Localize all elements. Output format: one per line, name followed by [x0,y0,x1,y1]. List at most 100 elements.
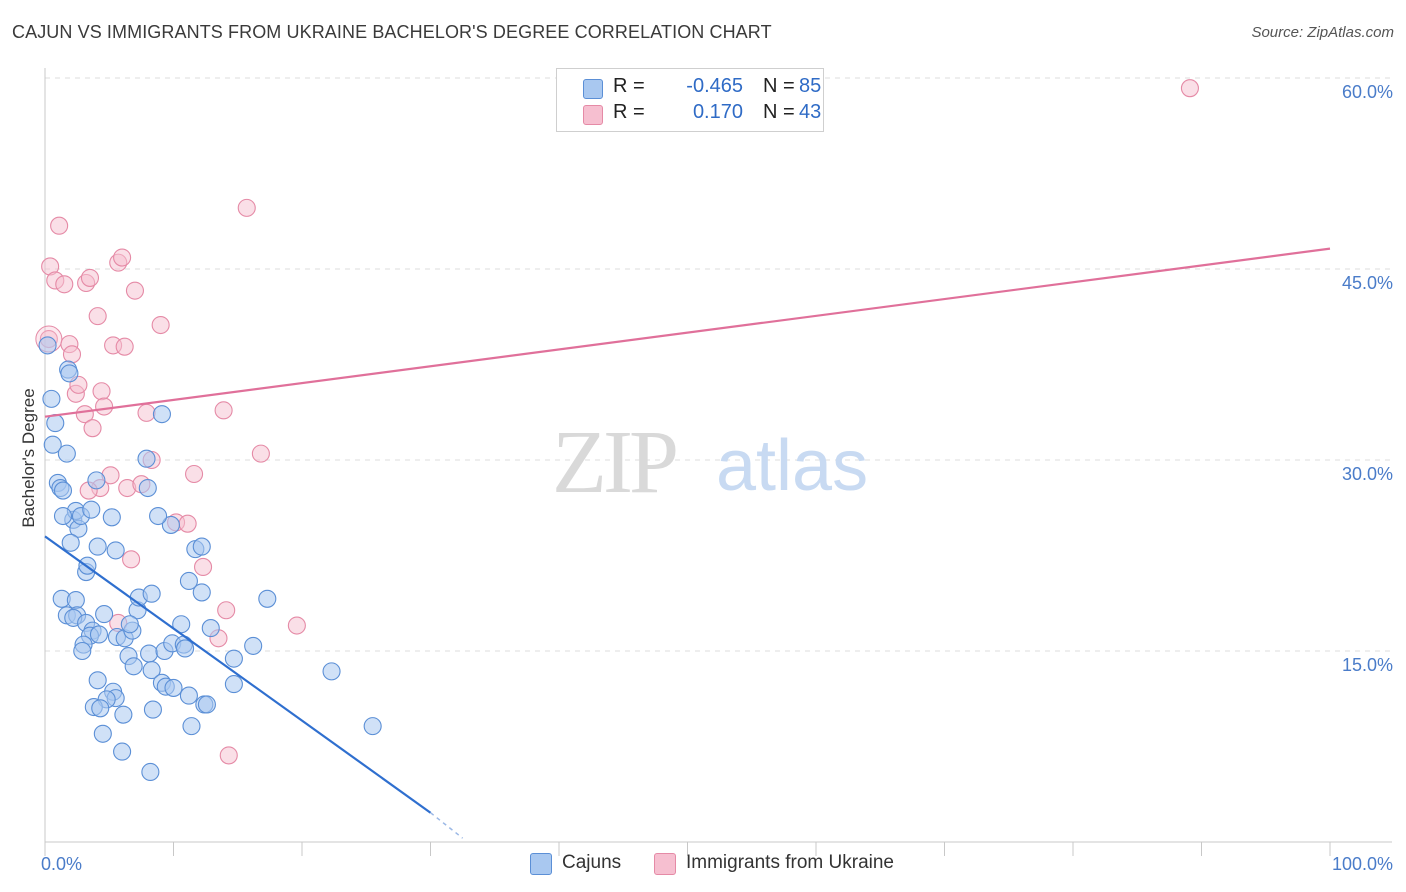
cajuns-point [106,541,125,560]
cajuns-point [87,471,106,490]
ukraine-point [237,198,256,217]
bottom-legend-swatch-pink [654,853,676,875]
legend-n-value: 85 [799,75,822,97]
cajuns-point [149,506,168,526]
cajuns-point [224,649,243,668]
axes [44,68,1392,856]
x-tick-label: 100.0% [1332,854,1393,874]
ukraine-point [83,419,102,438]
legend-r-value: -0.465 [686,75,743,97]
cajuns-point [258,589,277,608]
ukraine-point [178,514,197,533]
ukraine-point [125,281,144,300]
bottom-legend-label: Cajuns [562,852,622,873]
ukraine-point [137,403,156,422]
legend-r-value: 0.170 [692,101,743,123]
ukraine-point [185,464,204,484]
cajuns-point [43,435,62,454]
legend-n-label: N = [763,101,795,123]
legend-swatch-pink [583,105,603,125]
bottom-legend-swatch-blue [530,853,552,875]
y-tick-label: 60.0% [1342,82,1393,102]
ukraine-point [92,382,111,401]
cajuns-point [137,449,156,468]
cajuns-point [82,500,101,519]
cajuns-point [322,662,341,681]
legend-r-label: R = [613,75,645,97]
x-tick-label: 0.0% [41,854,82,874]
series-immigrants-ukraine [35,79,1199,765]
cajuns-point [142,584,161,603]
cajuns-point [161,515,180,534]
cajuns-point [89,625,109,644]
bottom-legend-label: Immigrants from Ukraine [686,852,894,873]
cajuns-point [60,364,79,383]
cajuns-point [95,605,114,624]
cajuns-point [61,533,80,552]
cajuns-point [140,644,159,663]
ukraine-point [1180,79,1199,98]
cajuns-point [93,724,112,743]
cajuns-point [88,537,107,556]
legend-swatch-blue [583,79,603,99]
cajuns-point [53,481,73,500]
ukraine-point [50,216,69,235]
cajuns-trend-line [44,535,432,814]
ukraine-point [95,397,114,416]
cajuns-point [179,686,198,705]
ukraine-point [151,315,170,335]
cajuns-point [182,717,201,736]
ukraine-point [55,275,74,294]
y-tick-label: 15.0% [1342,655,1393,675]
cajuns-point [38,336,57,355]
cajuns-point [179,571,198,591]
cajuns-point [201,619,220,638]
gridlines [45,77,1392,652]
cajuns-point [141,762,160,782]
cajuns-trend-extension [430,812,464,839]
ukraine-trend-line [44,247,1331,418]
cajuns-point [152,405,171,424]
ukraine-point [62,345,82,364]
cajuns-point [192,583,211,602]
source-credit: Source: ZipAtlas.com [1251,24,1394,41]
cajuns-point [114,705,133,724]
chart-title: CAJUN VS IMMIGRANTS FROM UKRAINE BACHELO… [12,22,772,42]
cajuns-point [176,639,195,658]
cajuns-point [197,695,216,714]
series-cajuns [38,336,382,782]
cajuns-point [102,508,121,527]
cajuns-point [224,675,243,694]
ukraine-point [113,248,132,267]
tick-labels: 15.0% 30.0% 45.0% 60.0% 0.0% 100.0% [41,82,1393,874]
ukraine-point [194,557,213,577]
ukraine-point [251,444,270,463]
ukraine-point [217,601,236,620]
legend-n-value: 43 [799,101,822,123]
watermark-atlas: atlas [716,426,868,506]
stats-legend: R = -0.465 N = 85 R = 0.170 N = 43 [556,68,824,132]
cajuns-point [91,699,110,718]
y-tick-label: 45.0% [1342,273,1393,293]
ukraine-point [287,616,306,635]
cajuns-point [66,591,85,610]
cajuns-point [73,641,92,661]
cajuns-point [142,661,161,680]
watermark-zip: ZIP [552,413,676,512]
ukraine-point [80,268,100,287]
trend-lines [44,247,1331,839]
y-tick-label: 30.0% [1342,464,1393,484]
cajuns-point [363,717,382,736]
ukraine-point [88,307,107,326]
cajuns-point [164,678,183,697]
cajuns-point [88,671,107,690]
cajuns-point [192,537,211,556]
legend-n-label: N = [763,75,795,97]
watermark: ZIP atlas [552,413,868,512]
cajuns-point [244,636,263,655]
cajuns-point [120,615,139,634]
ukraine-point [115,337,134,356]
legend-r-label: R = [613,101,645,123]
ukraine-point [214,401,233,420]
cajuns-point [113,742,132,761]
